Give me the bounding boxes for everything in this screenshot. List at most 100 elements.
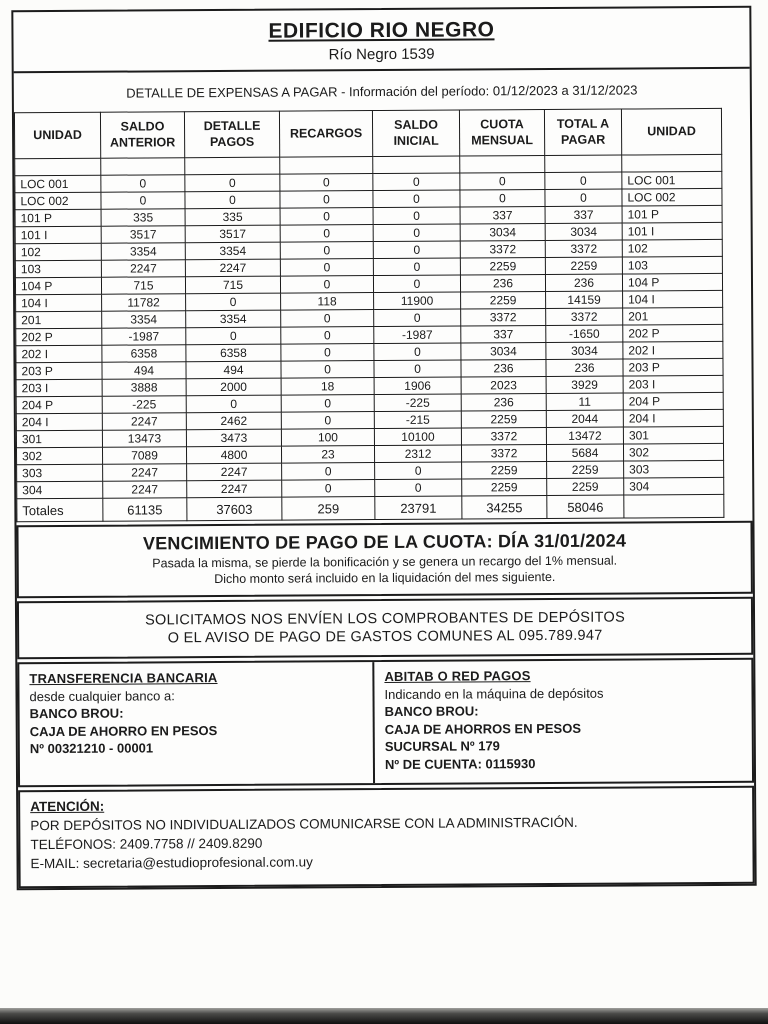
value-cell: 14159 bbox=[545, 291, 623, 309]
value-cell: -1987 bbox=[373, 326, 461, 344]
value-cell: 3473 bbox=[186, 429, 282, 447]
value-cell: 337 bbox=[460, 325, 546, 344]
unit-cell: 104 P bbox=[15, 277, 102, 295]
unit-cell: LOC 001 bbox=[14, 175, 101, 193]
value-cell: 0 bbox=[280, 309, 374, 328]
spacer-cell bbox=[184, 157, 280, 175]
value-cell: 18 bbox=[281, 377, 375, 396]
spacer-cell bbox=[621, 154, 722, 173]
value-cell: 3034 bbox=[460, 342, 546, 361]
value-cell: 0 bbox=[100, 191, 186, 210]
unit-cell: 202 P bbox=[622, 324, 723, 343]
unit-cell: LOC 002 bbox=[621, 188, 723, 207]
abitab-intro: Indicando en la máquina de depósitos bbox=[384, 685, 604, 702]
document-header: EDIFICIO RIO NEGRO Río Negro 1539 bbox=[13, 7, 750, 74]
value-cell: 2259 bbox=[545, 257, 623, 275]
scan-edge-artifact bbox=[0, 1008, 768, 1024]
value-cell: 0 bbox=[100, 174, 185, 193]
value-cell: 3517 bbox=[101, 225, 186, 244]
unit-cell: 102 bbox=[15, 243, 102, 261]
unit-cell: LOC 001 bbox=[621, 171, 722, 190]
value-cell: 236 bbox=[545, 274, 623, 292]
value-cell: 3929 bbox=[546, 376, 624, 394]
unit-cell: 104 P bbox=[622, 273, 723, 292]
value-cell: 3372 bbox=[460, 240, 546, 259]
value-cell: 337 bbox=[545, 206, 623, 224]
value-cell: 3888 bbox=[102, 378, 187, 397]
unit-cell: 203 I bbox=[623, 375, 724, 394]
unit-cell: LOC 002 bbox=[14, 192, 102, 210]
unit-cell: 204 P bbox=[16, 396, 103, 414]
value-cell: 0 bbox=[184, 174, 280, 192]
value-cell: 0 bbox=[184, 191, 281, 209]
bank-transfer-title: TRANSFERENCIA BANCARIA bbox=[29, 670, 218, 687]
unit-cell: 104 I bbox=[622, 290, 723, 309]
value-cell: 2044 bbox=[546, 410, 624, 428]
unit-cell: 202 I bbox=[622, 341, 723, 360]
unit-cell: 304 bbox=[16, 481, 103, 499]
due-date-section: VENCIMIENTO DE PAGO DE LA CUOTA: DÍA 31/… bbox=[16, 520, 753, 599]
value-cell: 0 bbox=[544, 189, 623, 207]
value-cell: 0 bbox=[186, 395, 282, 413]
expense-table: UNIDAD SALDO ANTERIOR DETALLE PAGOS RECARGO… bbox=[14, 108, 724, 522]
totals-value-cell: 58046 bbox=[546, 495, 624, 519]
value-cell: 0 bbox=[280, 326, 374, 345]
value-cell: 3517 bbox=[185, 225, 281, 243]
column-header: DETALLE PAGOS bbox=[184, 111, 280, 158]
spacer-cell bbox=[100, 157, 185, 176]
value-cell: 236 bbox=[461, 393, 547, 412]
value-cell: 0 bbox=[281, 462, 375, 481]
abitab-account-type: CAJA DE AHORROS EN PESOS bbox=[384, 720, 582, 737]
value-cell: 3372 bbox=[545, 308, 623, 326]
totals-label-cell: Totales bbox=[16, 498, 103, 522]
column-header: SALDO ANTERIOR bbox=[100, 111, 185, 159]
value-cell: 0 bbox=[280, 360, 375, 379]
unit-cell: 102 bbox=[622, 239, 723, 258]
unit-cell: 103 bbox=[15, 260, 102, 278]
header-row: UNIDAD SALDO ANTERIOR DETALLE PAGOS RECARGO… bbox=[14, 108, 722, 159]
unit-cell: 302 bbox=[16, 447, 103, 465]
value-cell: 0 bbox=[373, 241, 461, 259]
value-cell: 2259 bbox=[461, 478, 547, 497]
value-cell: 0 bbox=[281, 411, 375, 430]
value-cell: 3354 bbox=[101, 310, 186, 329]
document-sheet: EDIFICIO RIO NEGRO Río Negro 1539 DETALL… bbox=[11, 5, 757, 891]
value-cell: 0 bbox=[280, 207, 374, 226]
spacer-cell bbox=[14, 158, 101, 176]
value-cell: 0 bbox=[374, 479, 462, 497]
column-header: UNIDAD bbox=[621, 108, 722, 156]
attention-email: E-MAIL: secretaria@estudioprofesional.co… bbox=[30, 854, 313, 872]
value-cell: 0 bbox=[281, 394, 375, 413]
value-cell: 494 bbox=[101, 361, 187, 380]
unit-cell: 201 bbox=[15, 311, 102, 329]
value-cell: 0 bbox=[459, 172, 545, 191]
value-cell: 2023 bbox=[461, 376, 547, 395]
value-cell: 0 bbox=[459, 189, 546, 208]
abitab-account-number: Nº DE CUENTA: 0115930 bbox=[384, 755, 536, 772]
value-cell: 6358 bbox=[101, 344, 186, 363]
value-cell: 236 bbox=[460, 274, 546, 293]
value-cell: 0 bbox=[280, 275, 374, 294]
unit-cell: 203 P bbox=[15, 362, 103, 380]
value-cell: 23 bbox=[281, 445, 375, 464]
value-cell: 0 bbox=[374, 462, 462, 480]
value-cell: 335 bbox=[185, 208, 281, 226]
unit-cell: 302 bbox=[623, 443, 724, 462]
value-cell: 100 bbox=[281, 428, 375, 447]
value-cell: 0 bbox=[185, 293, 281, 311]
bank-account-number: Nº 00321210 - 00001 bbox=[29, 740, 154, 757]
deposit-request-section: SOLICITAMOS NOS ENVÍEN LOS COMPROBANTES … bbox=[16, 596, 754, 660]
abitab-branch: SUCURSAL Nº 179 bbox=[384, 738, 500, 755]
unit-cell: 101 P bbox=[15, 209, 102, 227]
value-cell: 3372 bbox=[460, 308, 546, 327]
column-header: SALDO INICIAL bbox=[372, 110, 460, 157]
value-cell: 7089 bbox=[102, 446, 187, 465]
value-cell: 3372 bbox=[461, 427, 547, 446]
value-cell: 2000 bbox=[186, 378, 282, 396]
value-cell: 3372 bbox=[545, 240, 623, 258]
value-cell: 715 bbox=[185, 276, 281, 294]
column-header: RECARGOS bbox=[279, 110, 373, 158]
value-cell: 2259 bbox=[460, 291, 546, 310]
value-cell: 2247 bbox=[186, 463, 282, 481]
